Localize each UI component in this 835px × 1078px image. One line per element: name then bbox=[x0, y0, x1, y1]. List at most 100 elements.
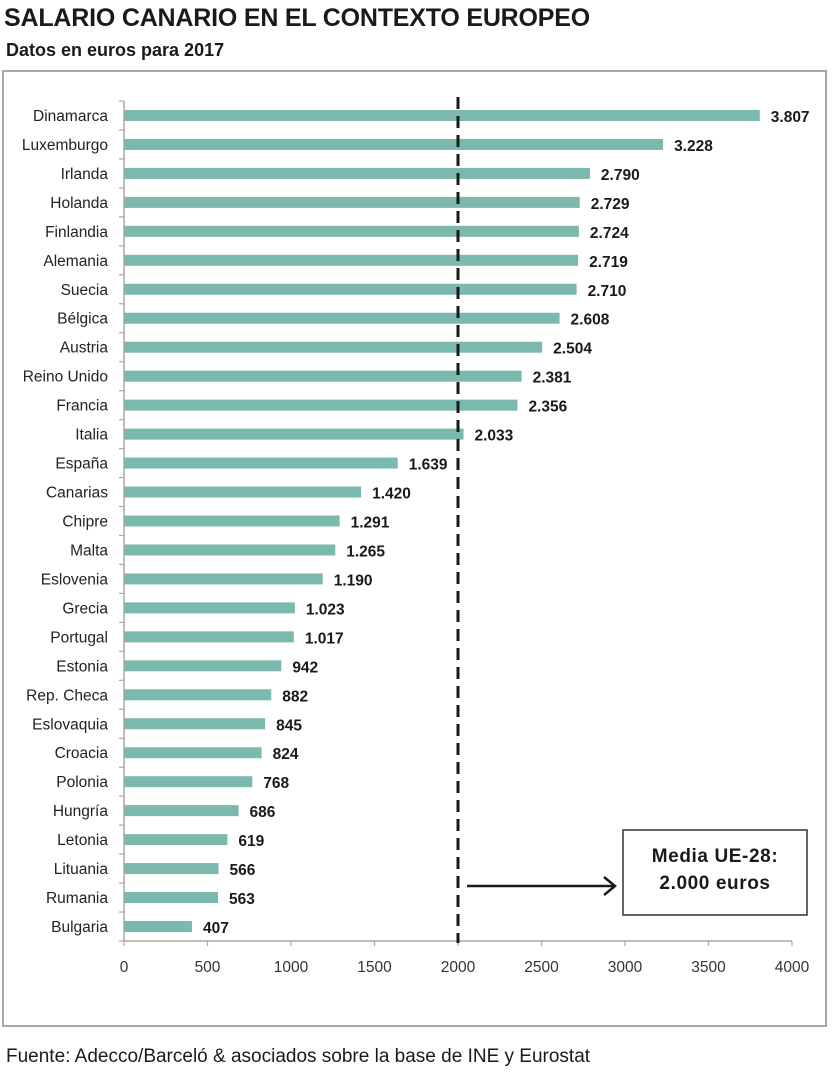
bar bbox=[124, 283, 577, 295]
value-label: 566 bbox=[230, 862, 256, 879]
value-label: 2.729 bbox=[591, 196, 630, 213]
bar bbox=[124, 718, 266, 730]
value-label: 2.504 bbox=[553, 341, 592, 358]
category-label: Rumania bbox=[46, 890, 108, 907]
bar bbox=[124, 341, 543, 353]
annotation-group: Media UE-28: 2.000 euros bbox=[467, 829, 808, 916]
value-label: 686 bbox=[250, 804, 276, 821]
value-label: 2.790 bbox=[601, 167, 640, 184]
category-label: Portugal bbox=[50, 629, 108, 646]
value-label: 2.381 bbox=[533, 370, 572, 387]
x-tick-label: 2000 bbox=[441, 959, 476, 976]
value-label: 2.608 bbox=[571, 312, 610, 329]
bar bbox=[124, 109, 760, 121]
value-label: 1.291 bbox=[351, 515, 390, 532]
source-note: Fuente: Adecco/Barceló & asociados sobre… bbox=[6, 1046, 591, 1067]
bar bbox=[124, 544, 336, 556]
value-label: 563 bbox=[229, 891, 255, 908]
bar bbox=[124, 399, 518, 411]
category-label: Italia bbox=[75, 427, 108, 444]
bar bbox=[124, 515, 340, 527]
x-tick-label: 1500 bbox=[357, 959, 392, 976]
category-label: Suecia bbox=[61, 282, 109, 299]
x-axis: 0 500 1000 1500 2000 2500 3000 3500 4000 bbox=[120, 940, 810, 976]
annotation-line-1: Media UE-28: bbox=[652, 846, 779, 867]
x-tick-label: 0 bbox=[120, 959, 129, 976]
category-label: Finlandia bbox=[45, 224, 108, 241]
value-label: 845 bbox=[276, 717, 302, 734]
bar bbox=[124, 225, 579, 237]
x-tick-label: 3500 bbox=[691, 959, 726, 976]
bar bbox=[124, 254, 579, 266]
arrow-head-icon bbox=[603, 876, 617, 896]
category-label: Rep. Checa bbox=[26, 687, 108, 704]
bar bbox=[124, 196, 580, 208]
category-label: Letonia bbox=[57, 832, 108, 849]
value-label: 1.017 bbox=[305, 630, 344, 647]
bar bbox=[124, 370, 522, 382]
category-label: Lituania bbox=[54, 861, 109, 878]
bar bbox=[124, 167, 590, 179]
bar bbox=[124, 312, 560, 324]
bar bbox=[124, 486, 362, 498]
category-label: España bbox=[55, 456, 108, 473]
bars-group: 3.807 3.228 2.790 2.729 2.724 2.719 2.710 2.608… bbox=[124, 109, 810, 937]
value-label: 3.228 bbox=[674, 138, 713, 155]
bar bbox=[124, 660, 282, 672]
category-label: Croacia bbox=[55, 745, 109, 762]
value-label: 2.033 bbox=[475, 428, 514, 445]
category-label: Canarias bbox=[46, 485, 108, 502]
bar bbox=[124, 892, 219, 904]
value-label: 1.023 bbox=[306, 601, 345, 618]
bar bbox=[124, 689, 272, 701]
value-label: 619 bbox=[238, 833, 264, 850]
value-label: 2.724 bbox=[590, 225, 629, 242]
y-axis: Dinamarca Luxemburgo Irlanda Holanda Finland… bbox=[22, 100, 125, 942]
category-label: Malta bbox=[70, 542, 108, 559]
category-label: Reino Unido bbox=[23, 369, 108, 386]
chart-subtitle: Datos en euros para 2017 bbox=[6, 40, 225, 60]
annotation-line-2: 2.000 euros bbox=[659, 873, 770, 894]
x-tick-label: 4000 bbox=[775, 959, 810, 976]
category-label: Eslovaquia bbox=[32, 716, 108, 733]
category-label: Francia bbox=[56, 398, 108, 415]
chart-title: SALARIO CANARIO EN EL CONTEXTO EUROPEO bbox=[4, 4, 590, 32]
bar bbox=[124, 573, 323, 585]
bar bbox=[124, 776, 253, 788]
value-label: 1.265 bbox=[346, 543, 385, 560]
value-label: 2.710 bbox=[588, 283, 627, 300]
value-label: 942 bbox=[292, 659, 318, 676]
category-label: Alemania bbox=[43, 253, 108, 270]
category-label: Irlanda bbox=[61, 166, 109, 183]
value-label: 407 bbox=[203, 920, 229, 937]
bar bbox=[124, 457, 398, 469]
value-label: 3.807 bbox=[771, 109, 810, 126]
bar bbox=[124, 428, 464, 440]
bar bbox=[124, 747, 262, 759]
value-label: 824 bbox=[273, 746, 299, 763]
x-tick-label: 3000 bbox=[608, 959, 643, 976]
annotation-box bbox=[622, 829, 808, 916]
category-label: Dinamarca bbox=[33, 108, 108, 125]
category-label: Grecia bbox=[62, 600, 108, 617]
bar bbox=[124, 631, 294, 643]
value-label: 2.356 bbox=[528, 399, 567, 416]
category-label: Luxemburgo bbox=[22, 137, 108, 154]
bar bbox=[124, 805, 239, 817]
category-label: Estonia bbox=[56, 658, 108, 675]
value-label: 1.639 bbox=[409, 457, 448, 474]
x-tick-label: 500 bbox=[195, 959, 221, 976]
category-label: Holanda bbox=[50, 195, 108, 212]
category-label: Eslovenia bbox=[41, 571, 109, 588]
value-label: 2.719 bbox=[589, 254, 628, 271]
category-label: Chipre bbox=[62, 514, 108, 531]
bar bbox=[124, 921, 192, 933]
category-label: Hungría bbox=[53, 803, 109, 820]
category-label: Bulgaria bbox=[51, 919, 108, 936]
bar bbox=[124, 138, 664, 150]
chart-frame bbox=[2, 70, 827, 1027]
category-label: Austria bbox=[60, 340, 109, 357]
category-label: Bélgica bbox=[57, 311, 108, 328]
value-label: 1.420 bbox=[372, 486, 411, 503]
bar bbox=[124, 834, 228, 846]
